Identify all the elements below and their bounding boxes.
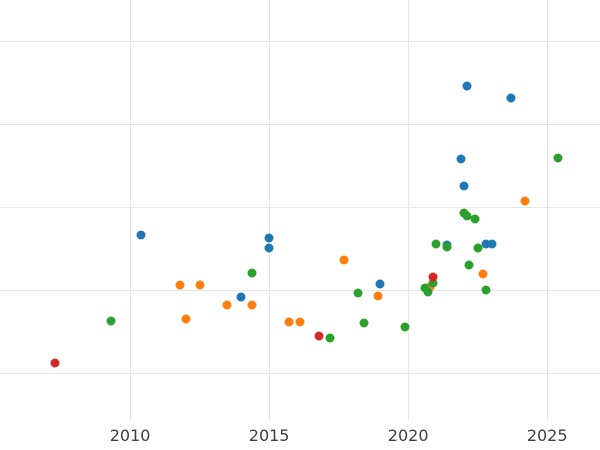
x-tick-label: 2020 bbox=[387, 426, 429, 445]
plot-area bbox=[0, 0, 600, 420]
data-point-green bbox=[431, 239, 441, 249]
data-point-green bbox=[470, 214, 480, 224]
gridline-vertical bbox=[547, 0, 549, 420]
data-point-green bbox=[400, 322, 410, 332]
data-point-blue bbox=[481, 239, 491, 249]
data-point-red bbox=[50, 358, 60, 368]
data-point-orange bbox=[195, 280, 205, 290]
data-point-orange bbox=[175, 280, 185, 290]
data-point-green bbox=[464, 260, 474, 270]
gridline-horizontal bbox=[0, 290, 600, 292]
data-point-orange bbox=[520, 196, 530, 206]
data-point-green bbox=[325, 333, 335, 343]
data-point-green bbox=[428, 278, 438, 288]
data-point-green bbox=[481, 285, 491, 295]
data-point-green bbox=[247, 268, 257, 278]
data-point-green bbox=[106, 316, 116, 326]
data-point-blue bbox=[462, 81, 472, 91]
data-point-blue bbox=[506, 93, 516, 103]
data-point-red bbox=[314, 331, 324, 341]
gridline-vertical bbox=[408, 0, 410, 420]
gridline-horizontal bbox=[0, 373, 600, 375]
x-tick-label: 2010 bbox=[109, 426, 151, 445]
data-point-red bbox=[428, 272, 438, 282]
gridline-horizontal bbox=[0, 124, 600, 125]
data-point-blue bbox=[236, 292, 246, 302]
data-point-blue bbox=[459, 181, 469, 191]
data-point-orange bbox=[373, 291, 383, 301]
data-point-orange bbox=[478, 269, 488, 279]
data-point-orange bbox=[295, 317, 305, 327]
data-point-blue bbox=[375, 279, 385, 289]
data-point-green bbox=[423, 287, 433, 297]
data-point-green bbox=[359, 318, 369, 328]
data-point-orange bbox=[284, 317, 294, 327]
x-tick-label: 2025 bbox=[526, 426, 568, 445]
data-point-orange bbox=[181, 314, 191, 324]
data-point-green bbox=[473, 243, 483, 253]
data-point-blue bbox=[264, 233, 274, 243]
x-tick-label: 2015 bbox=[248, 426, 290, 445]
data-point-green bbox=[462, 211, 472, 221]
data-point-green bbox=[353, 288, 363, 298]
data-point-orange bbox=[247, 300, 257, 310]
data-point-orange bbox=[339, 255, 349, 265]
data-point-green bbox=[553, 153, 563, 163]
data-point-green bbox=[442, 242, 452, 252]
data-point-orange bbox=[222, 300, 232, 310]
data-point-blue bbox=[264, 243, 274, 253]
gridline-horizontal bbox=[0, 207, 600, 208]
gridline-vertical bbox=[130, 0, 132, 420]
gridline-horizontal bbox=[0, 41, 600, 42]
gridline-vertical bbox=[269, 0, 271, 420]
data-point-blue bbox=[456, 154, 466, 164]
data-point-blue bbox=[136, 230, 146, 240]
data-point-blue bbox=[487, 239, 497, 249]
